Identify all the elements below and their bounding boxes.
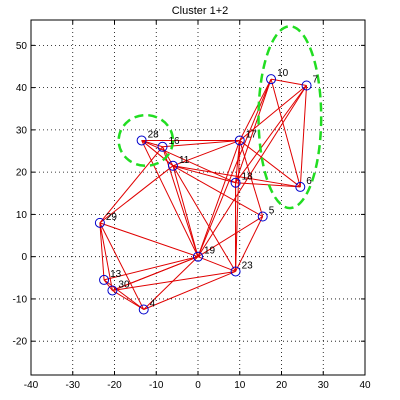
edge [197, 140, 241, 257]
edge [172, 165, 237, 272]
edge [143, 270, 236, 310]
edge [172, 139, 240, 167]
nodes: 4 5 6 7 10 11 13 16 17 18 19 23 28 29 30 [94, 68, 319, 315]
x-tick-label: -40 [24, 380, 39, 391]
node-marker [167, 160, 178, 171]
edge [99, 222, 145, 310]
edge [99, 222, 113, 291]
node-marker [266, 74, 277, 85]
node-marker [257, 211, 268, 222]
edge [99, 222, 105, 280]
edge [239, 140, 301, 188]
cluster-ellipse [257, 25, 323, 210]
edge [235, 182, 301, 188]
grid [31, 20, 365, 375]
edge [239, 85, 307, 141]
edge [99, 146, 163, 224]
y-tick-label: 20 [16, 168, 28, 179]
edge [141, 140, 199, 257]
node-marker [94, 217, 105, 228]
node-label: 5 [269, 206, 275, 217]
node-marker [107, 285, 118, 296]
node-label: 19 [204, 246, 216, 257]
node-label: 11 [179, 155, 190, 166]
x-tick-label: 0 [195, 380, 201, 391]
edge [235, 79, 272, 183]
x-tick-label: 20 [276, 380, 288, 391]
node-marker [136, 135, 147, 146]
edges [99, 78, 308, 310]
edge [103, 279, 113, 291]
node-label: 28 [148, 129, 160, 140]
edge [99, 222, 199, 258]
edge [143, 256, 199, 310]
y-tick-label: 50 [16, 41, 28, 52]
edge [112, 290, 144, 310]
node-marker [295, 181, 306, 192]
chart-title: Cluster 1+2 [172, 5, 229, 17]
y-tick-label: 10 [16, 210, 28, 221]
edge [197, 78, 272, 257]
edge [197, 85, 307, 257]
x-tick-label: 10 [234, 380, 246, 391]
node-marker [99, 274, 110, 285]
ticks: -40 -30 -20 -10 0 10 20 30 40 -20 -10 0 10 20 30 40 50 [13, 20, 371, 391]
x-tick-label: -30 [66, 380, 81, 391]
clusters [117, 25, 323, 210]
edge [172, 165, 199, 257]
node-marker [230, 266, 241, 277]
node-label: 10 [277, 68, 289, 79]
x-tick-label: -10 [149, 380, 164, 391]
y-tick-label: -20 [13, 337, 28, 348]
node-label: 13 [110, 269, 122, 280]
node-label: 17 [246, 129, 258, 140]
x-tick-label: 40 [359, 380, 371, 391]
node-marker [193, 251, 203, 262]
edge [103, 279, 145, 310]
node-label: 16 [169, 136, 181, 147]
y-tick-label: 0 [21, 252, 27, 263]
node-label: 6 [306, 176, 312, 187]
edge [112, 256, 199, 291]
node-marker [230, 177, 241, 188]
node-marker [234, 135, 245, 146]
edge [270, 79, 301, 188]
edge [99, 165, 174, 224]
edge [197, 216, 263, 258]
edge [235, 85, 307, 184]
edge [141, 139, 236, 184]
node-label: 29 [106, 212, 118, 223]
node-label: 30 [118, 279, 130, 290]
node-marker [157, 141, 168, 152]
y-tick-label: 30 [16, 125, 28, 136]
edge [235, 140, 241, 272]
node-label: 23 [242, 260, 254, 271]
node-label: 7 [313, 75, 319, 86]
node-marker [138, 304, 149, 315]
x-tick-label: -20 [107, 380, 122, 391]
node-marker [301, 80, 312, 91]
edge [270, 78, 307, 86]
edge [103, 256, 199, 281]
edge [172, 165, 263, 217]
cluster-ellipse [117, 113, 175, 168]
edge [112, 270, 236, 291]
y-tick-label: -10 [13, 294, 28, 305]
edge [197, 256, 236, 272]
y-tick-label: 40 [16, 83, 28, 94]
edge [235, 216, 264, 272]
edge [162, 139, 240, 148]
x-tick-label: 30 [318, 380, 330, 391]
edge [299, 85, 308, 187]
edge [239, 140, 264, 217]
node-label: 4 [150, 298, 156, 309]
plot-frame [30, 19, 366, 376]
edge [239, 78, 272, 141]
node-label: 18 [242, 172, 254, 183]
